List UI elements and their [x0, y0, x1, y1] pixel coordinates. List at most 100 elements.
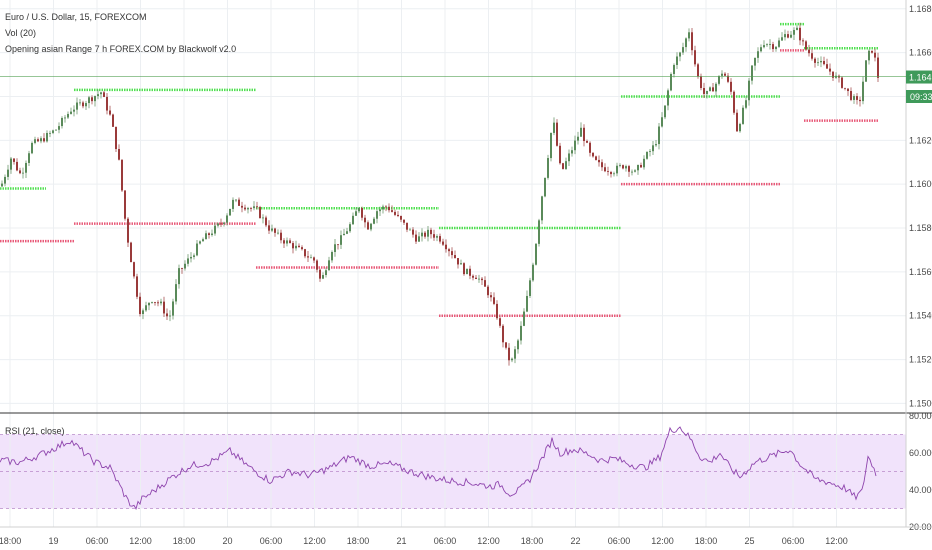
- candle-body: [589, 142, 591, 153]
- candle-body: [1, 183, 3, 187]
- candle-body: [229, 208, 231, 216]
- candle-body: [685, 38, 687, 48]
- candle-body: [163, 301, 165, 314]
- candle-body: [523, 311, 525, 326]
- candle-body: [865, 60, 867, 82]
- candle-body: [610, 172, 612, 175]
- candle-body: [226, 215, 228, 223]
- candle-body: [100, 92, 102, 95]
- candle-body: [463, 263, 465, 275]
- candlestick-series: [1, 22, 879, 366]
- candle-body: [766, 44, 768, 46]
- candle-body: [322, 275, 324, 279]
- candle-body: [499, 318, 501, 326]
- candle-body: [124, 190, 126, 219]
- candle-body: [349, 224, 351, 232]
- candle-body: [595, 156, 597, 160]
- candle-body: [478, 278, 480, 280]
- candle-body: [517, 340, 519, 350]
- candle-body: [814, 58, 816, 63]
- candle-body: [700, 76, 702, 89]
- countdown-badge: 09:33: [906, 90, 932, 103]
- time-tick-label: 12:00: [303, 536, 326, 546]
- candle-body: [379, 209, 381, 212]
- candle-body: [52, 130, 54, 133]
- time-tick-label: 22: [570, 536, 580, 546]
- candle-body: [115, 126, 117, 150]
- candle-body: [607, 171, 609, 173]
- candle-body: [799, 27, 801, 41]
- candle-body: [574, 140, 576, 151]
- candle-body: [538, 220, 540, 244]
- candle-body: [634, 170, 636, 172]
- candle-body: [667, 90, 669, 106]
- time-tick-label: 12:00: [477, 536, 500, 546]
- candle-body: [859, 99, 861, 102]
- candle-body: [232, 199, 234, 209]
- candle-body: [469, 268, 471, 276]
- price-tick-label: 1.15000: [909, 398, 932, 408]
- candle-body: [502, 325, 504, 343]
- candle-body: [841, 77, 843, 88]
- rsi-tick-label: 60.0000: [909, 448, 932, 458]
- candle-body: [352, 215, 354, 225]
- candle-body: [346, 231, 348, 234]
- candle-body: [550, 132, 552, 159]
- candle-body: [25, 162, 27, 173]
- candle-body: [91, 97, 93, 102]
- price-tick-label: 1.15600: [909, 267, 932, 277]
- time-tick-label: 12:00: [651, 536, 674, 546]
- candle-body: [448, 249, 450, 252]
- candle-body: [49, 132, 51, 134]
- price-tick-label: 1.15200: [909, 355, 932, 365]
- candle-body: [94, 96, 96, 102]
- candle-body: [382, 206, 384, 210]
- candle-body: [466, 268, 468, 275]
- candle-body: [682, 47, 684, 53]
- candle-body: [748, 80, 750, 101]
- candle-body: [568, 153, 570, 162]
- candle-body: [67, 113, 69, 118]
- candle-body: [313, 257, 315, 261]
- candle-body: [10, 158, 12, 170]
- time-tick-label: 18:00: [173, 536, 196, 546]
- candle-body: [4, 176, 6, 184]
- candle-body: [196, 243, 198, 256]
- candle-body: [871, 50, 873, 53]
- time-tick-label: 06:00: [782, 536, 805, 546]
- candle-body: [697, 64, 699, 77]
- price-tick-label: 1.15800: [909, 223, 932, 233]
- candle-body: [223, 222, 225, 224]
- candle-body: [46, 132, 48, 142]
- candle-body: [670, 74, 672, 91]
- candle-body: [736, 112, 738, 132]
- candle-body: [361, 208, 363, 218]
- candle-body: [727, 75, 729, 82]
- candle-body: [400, 216, 402, 220]
- candle-body: [577, 136, 579, 141]
- time-tick-label: 18:00: [0, 536, 21, 546]
- last-price-label: 1.16491: [909, 73, 932, 83]
- candle-body: [451, 251, 453, 256]
- candle-body: [103, 92, 105, 97]
- candle-body: [283, 240, 285, 244]
- candle-body: [511, 358, 513, 361]
- candle-body: [688, 32, 690, 39]
- candle-body: [709, 87, 711, 91]
- candle-body: [487, 286, 489, 296]
- candle-body: [61, 117, 63, 127]
- candle-body: [439, 236, 441, 242]
- candle-body: [802, 40, 804, 42]
- candle-body: [121, 159, 123, 191]
- candle-body: [79, 102, 81, 104]
- candle-body: [130, 242, 132, 263]
- candle-body: [481, 278, 483, 281]
- candle-body: [55, 129, 57, 131]
- candle-body: [613, 173, 615, 175]
- candle-body: [445, 244, 447, 250]
- candle-body: [112, 114, 114, 127]
- candle-body: [811, 53, 813, 59]
- time-tick-label: 06:00: [608, 536, 631, 546]
- candle-body: [580, 127, 582, 137]
